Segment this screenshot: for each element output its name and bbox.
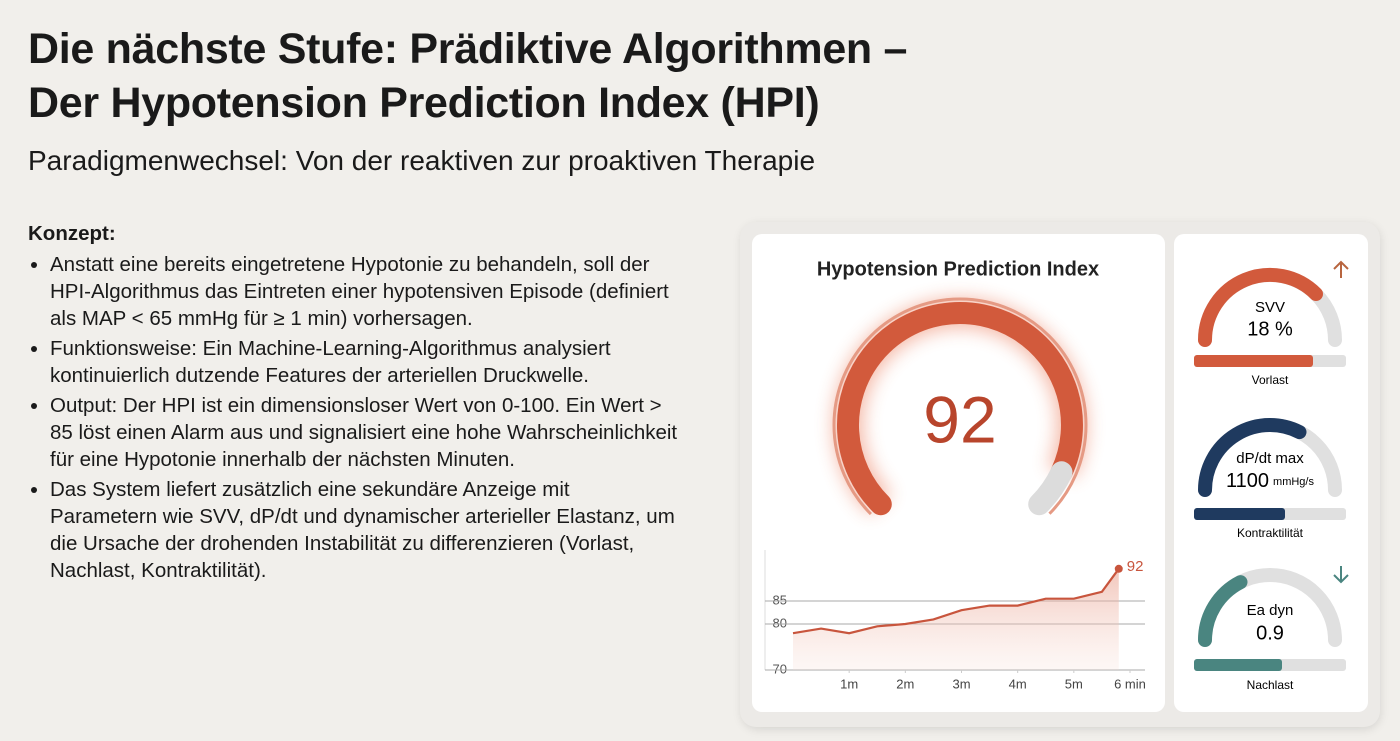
x-tick-label: 6 min [1114, 676, 1146, 691]
title-line: Der Hypotension Prediction Index (HPI) [28, 79, 820, 127]
bullet-list: Anstatt eine bereits eingetretene Hypoto… [28, 251, 678, 584]
x-tick-label: 1m [840, 676, 858, 691]
concept: Konzept: Anstatt eine bereits eingetrete… [28, 220, 678, 587]
param-name: Ea dyn [1247, 602, 1294, 619]
param-unit: mmHg/s [1273, 476, 1314, 488]
gauge-fill [1198, 418, 1307, 497]
data-label: 92 [1127, 558, 1144, 575]
y-tick-label: 80 [773, 615, 787, 630]
x-tick-label: 5m [1065, 676, 1083, 691]
param-category: Kontraktilität [1237, 526, 1304, 540]
gauge-fill [836, 302, 1083, 516]
gauge-fill [1198, 575, 1248, 647]
x-tick-label: 3m [952, 676, 970, 691]
param-number: 1100 [1226, 470, 1269, 492]
bar-fill [1194, 355, 1313, 367]
x-tick-label: 2m [896, 676, 914, 691]
param-value: 0.9 [1256, 622, 1284, 644]
subtitle: Paradigmenwechsel: Von der reaktiven zur… [28, 145, 816, 176]
arrow-up [1333, 260, 1349, 278]
param-category: Vorlast [1252, 373, 1289, 387]
x-tick-label: 4m [1009, 676, 1027, 691]
gauge-fill [1198, 267, 1323, 347]
line [792, 568, 1120, 635]
concept-heading: Konzept: [28, 222, 116, 245]
bar-fill [1194, 508, 1285, 520]
bullet: Das System liefert zusätzlich eine sekun… [50, 476, 678, 584]
bullet: Funktionsweise: Ein Machine-Learning-Alg… [50, 335, 678, 389]
bar-fill [1194, 659, 1282, 671]
hpi-title: Hypotension Prediction Index [817, 258, 1099, 280]
end-point [1114, 564, 1123, 573]
hpi-value: 92 [923, 382, 996, 456]
param-name: SVV [1255, 299, 1285, 316]
arrow-down [1333, 566, 1349, 584]
y-tick-label: 70 [773, 661, 787, 676]
y-tick-label: 85 [773, 592, 787, 607]
gauge-ring [832, 297, 1088, 553]
param-value: 18 % [1247, 318, 1293, 340]
bullet: Anstatt eine bereits eingetretene Hypoto… [50, 251, 678, 332]
title-line: Die nächste Stufe: Prädiktive Algorithme… [28, 25, 908, 73]
param-category: Nachlast [1247, 678, 1294, 692]
param-value: 1100 mmHg/s [1226, 470, 1314, 492]
gauge-rest [1028, 461, 1073, 516]
area [793, 568, 1119, 670]
trend-chart: 70 80 85 1m 2m 3m 4m 5m 6 min 92 [764, 550, 1146, 691]
bullet: Output: Der HPI ist ein dimensionsloser … [50, 392, 678, 473]
title: Die nächste Stufe: Prädiktive Algorithme… [28, 22, 907, 130]
param-name: dP/dt max [1236, 450, 1304, 467]
